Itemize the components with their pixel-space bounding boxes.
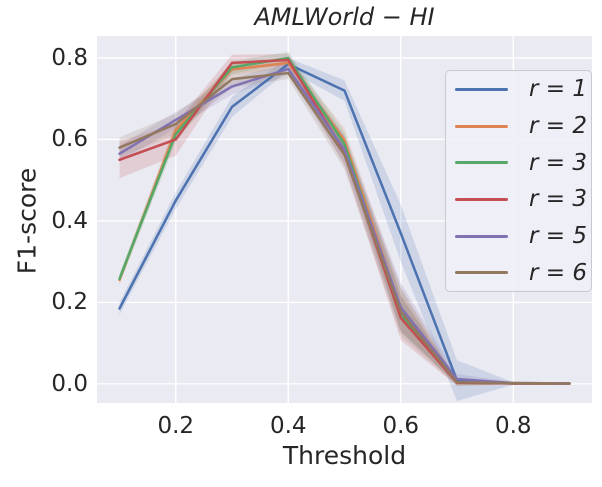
x-tick-label: 0.2 <box>157 413 195 439</box>
legend-line-sample <box>455 161 508 165</box>
legend-item: r = 3 <box>455 181 591 218</box>
legend: r = 1 r = 2 r = 3 r = 3 r = 5 r = 6 <box>445 70 592 292</box>
legend-label: r = 6 <box>529 259 587 286</box>
y-tick-label: 0.4 <box>51 207 88 234</box>
legend-line-sample <box>455 234 508 238</box>
legend-item: r = 6 <box>455 254 591 291</box>
y-tick-label: 0.8 <box>51 44 88 71</box>
legend-item: r = 1 <box>455 71 591 108</box>
x-tick-label: 0.8 <box>494 413 532 439</box>
x-tick-label: 0.4 <box>269 413 307 439</box>
legend-label: r = 3 <box>529 186 587 213</box>
legend-label: r = 3 <box>529 149 587 176</box>
legend-line-sample <box>455 87 508 91</box>
legend-line-sample <box>455 271 508 275</box>
series-line <box>118 71 571 385</box>
legend-item: r = 5 <box>455 218 591 255</box>
y-tick-label: 0.2 <box>51 289 88 316</box>
legend-item: r = 3 <box>455 144 591 181</box>
legend-label: r = 1 <box>529 76 587 103</box>
legend-line-sample <box>455 124 508 128</box>
x-tick-label: 0.6 <box>382 413 420 439</box>
y-tick-label: 0.6 <box>51 126 88 153</box>
x-axis-label: Threshold <box>282 441 407 470</box>
legend-label: r = 2 <box>529 113 587 139</box>
legend-label: r = 5 <box>529 223 587 250</box>
y-tick-label: 0.0 <box>51 370 88 397</box>
chart-title: AMLWorld − HI <box>254 3 435 31</box>
legend-line-sample <box>455 197 508 201</box>
legend-item: r = 2 <box>455 108 591 145</box>
